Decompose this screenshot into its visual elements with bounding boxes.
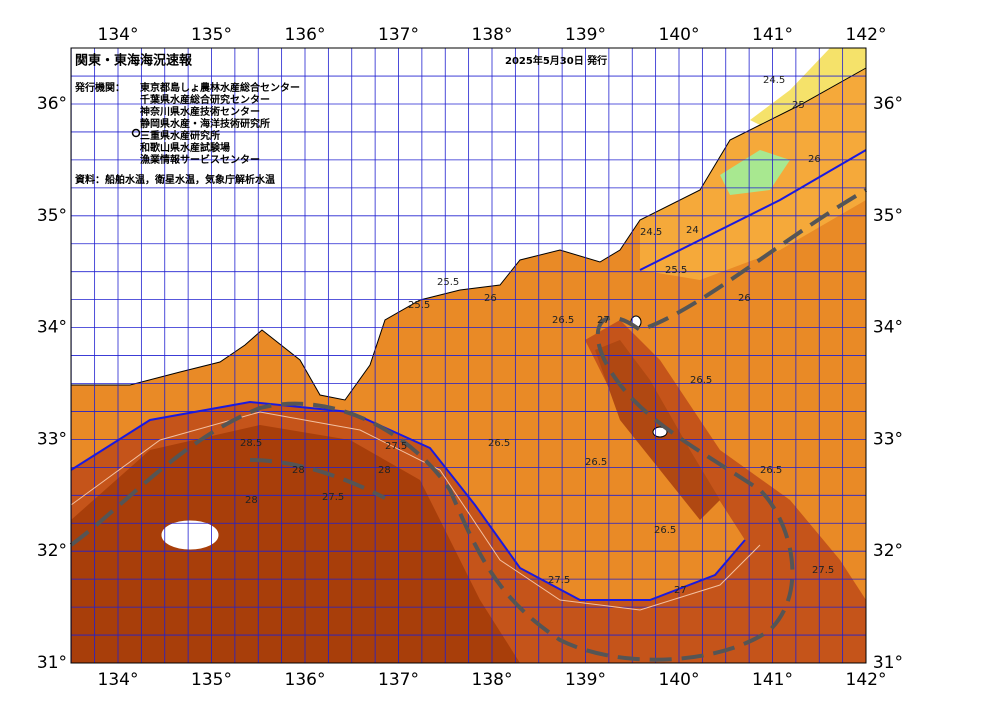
issuer-name: 神奈川県水産技術センター — [140, 105, 260, 118]
contour-label: 24 — [686, 225, 699, 236]
contour-label: 27.5 — [548, 575, 570, 586]
lon-label: 139° — [565, 25, 606, 45]
lon-label: 142° — [846, 670, 887, 690]
isotherm — [70, 411, 761, 611]
contour-label: 28.5 — [240, 438, 262, 449]
contour-label: 26.5 — [760, 465, 782, 476]
contour-label: 25 — [792, 100, 805, 111]
isotherm — [70, 400, 746, 601]
lat-label: 36° — [873, 94, 903, 114]
contour-label: 27 — [674, 585, 687, 596]
contour-label: 27.5 — [812, 565, 834, 576]
lon-label: 137° — [378, 670, 419, 690]
issuer-name: 和歌山県水産試験場 — [139, 141, 230, 154]
map-frame — [70, 47, 867, 664]
contour-label: 24.5 — [763, 75, 785, 86]
lat-label: 34° — [37, 318, 67, 338]
contour-label: 26 — [484, 293, 497, 304]
lon-label: 135° — [191, 25, 232, 45]
contour-label: 26.5 — [585, 457, 607, 468]
lat-label: 34° — [873, 318, 903, 338]
lon-label: 141° — [752, 670, 793, 690]
cloud-gap — [161, 520, 219, 550]
isotherm — [639, 149, 867, 271]
sea-cold — [750, 48, 866, 125]
contour-label: 26.5 — [488, 438, 510, 449]
lon-label: 140° — [659, 25, 700, 45]
lon-label: 138° — [472, 25, 513, 45]
lat-label: 33° — [873, 429, 903, 449]
coastline — [71, 67, 867, 401]
kuroshio-axis — [69, 188, 868, 662]
contour-label: 27.5 — [322, 492, 344, 503]
lon-label: 136° — [285, 25, 326, 45]
lon-label: 136° — [285, 670, 326, 690]
issuer-name: 東京都島しょ農林水産総合センター — [140, 81, 300, 94]
lat-label: 31° — [873, 653, 903, 673]
lat-label: 33° — [37, 429, 67, 449]
lat-label: 32° — [37, 541, 67, 561]
lat-label: 32° — [873, 541, 903, 561]
contour-label: 27.5 — [385, 441, 407, 452]
contour-label: 26.5 — [654, 525, 676, 536]
lat-label: 31° — [37, 653, 67, 673]
island — [652, 426, 668, 438]
lon-label: 134° — [98, 25, 139, 45]
issue-date: 2025年5月30日 発行 — [505, 54, 607, 67]
source-note: 資料：船舶水温，衛星水温，気象庁解析水温 — [75, 173, 275, 186]
marker — [131, 128, 141, 138]
contour-label: 28 — [378, 465, 391, 476]
contour-label: 26.5 — [552, 315, 574, 326]
issuer-name: 千葉県水産総合研究センター — [140, 93, 270, 106]
lon-label: 142° — [846, 25, 887, 45]
contour-label: 25.5 — [665, 265, 687, 276]
issuer-name: 漁業情報サービスセンター — [140, 153, 260, 166]
contour-label: 26 — [738, 293, 751, 304]
lon-label: 134° — [98, 670, 139, 690]
issuer-name: 静岡県水産・海洋技術研究所 — [140, 117, 270, 130]
lat-label: 35° — [873, 206, 903, 226]
lat-label: 35° — [37, 206, 67, 226]
lon-label: 137° — [378, 25, 419, 45]
contour-label: 26 — [808, 154, 821, 165]
contour-label: 24.5 — [640, 227, 662, 238]
contour-label: 27 — [597, 315, 610, 326]
grid — [70, 47, 866, 664]
inner-axis — [249, 458, 386, 500]
contour-label: 28 — [245, 495, 258, 506]
map-title: 関東・東海海況速報 — [75, 53, 193, 69]
lon-label: 140° — [659, 670, 700, 690]
issuer-name: 三重県水産研究所 — [140, 129, 220, 142]
contour-label: 28 — [292, 465, 305, 476]
lon-label: 138° — [472, 670, 513, 690]
contour-label: 25.5 — [437, 277, 459, 288]
lon-label: 135° — [191, 670, 232, 690]
lon-label: 139° — [565, 670, 606, 690]
issuer-label: 発行機関： — [74, 81, 125, 94]
contour-label: 25.5 — [408, 300, 430, 311]
contour-label: 26.5 — [690, 375, 712, 386]
lon-label: 141° — [752, 25, 793, 45]
lat-label: 36° — [37, 94, 67, 114]
sea-kuroshio-core — [71, 425, 520, 663]
